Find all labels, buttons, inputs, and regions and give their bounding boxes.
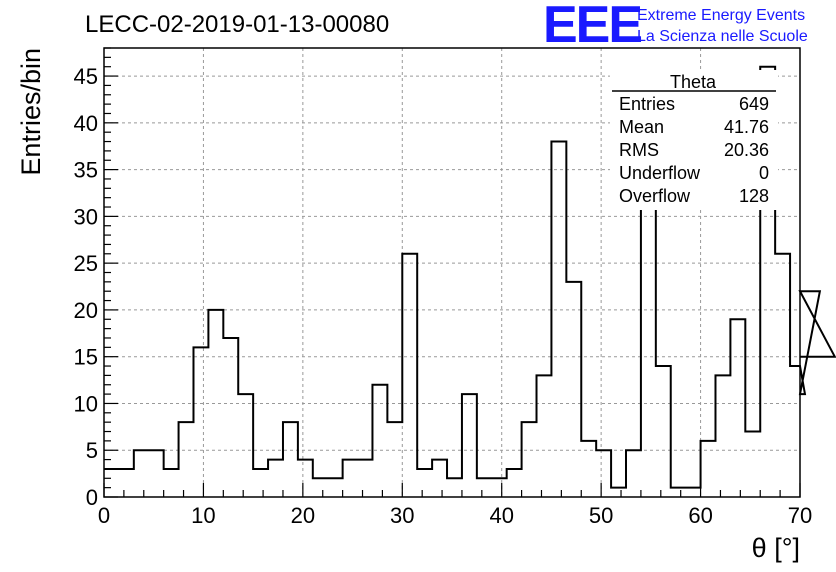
histogram-bin bbox=[730, 319, 745, 497]
histogram-bin bbox=[119, 469, 134, 497]
histogram-bin bbox=[268, 460, 283, 497]
stats-box-background bbox=[610, 70, 778, 210]
histogram-bin bbox=[581, 441, 596, 497]
histogram-bin bbox=[611, 488, 626, 497]
y-axis-label: Entries/bin bbox=[16, 48, 46, 176]
histogram-bin bbox=[522, 422, 537, 497]
histogram-bin bbox=[492, 478, 507, 497]
y-tick-label: 10 bbox=[74, 391, 98, 416]
y-tick-label: 40 bbox=[74, 111, 98, 136]
stats-label: RMS bbox=[619, 140, 659, 160]
histogram-bin bbox=[134, 450, 149, 497]
histogram-outline bbox=[104, 65, 836, 489]
x-tick-label: 30 bbox=[390, 503, 414, 528]
x-tick-label: 10 bbox=[191, 503, 215, 528]
y-tick-label: 25 bbox=[74, 251, 98, 276]
logo-line-2: La Scienza nelle Scuole bbox=[637, 28, 808, 45]
histogram-bin bbox=[447, 478, 462, 497]
x-axis-label: θ [°] bbox=[752, 533, 800, 563]
y-tick-label: 15 bbox=[74, 345, 98, 370]
stats-value: 649 bbox=[739, 94, 769, 114]
logo-mark: EEE bbox=[543, 0, 641, 54]
histogram-bin bbox=[686, 488, 701, 497]
histogram-bin bbox=[417, 469, 432, 497]
stats-value: 128 bbox=[739, 186, 769, 206]
stats-value: 41.76 bbox=[724, 117, 769, 137]
histogram-bin bbox=[238, 394, 253, 497]
x-tick-label: 70 bbox=[788, 503, 812, 528]
chart-title: LECC-02-2019-01-13-00080 bbox=[85, 11, 389, 38]
histogram-bin bbox=[566, 282, 581, 497]
y-tick-label: 30 bbox=[74, 204, 98, 229]
x-tick-label: 50 bbox=[589, 503, 613, 528]
stats-label: Mean bbox=[619, 117, 664, 137]
histogram-bin bbox=[745, 432, 760, 497]
histogram-bin bbox=[432, 460, 447, 497]
histogram-bin bbox=[358, 460, 373, 497]
histogram-bin bbox=[164, 469, 179, 497]
histogram-bin bbox=[790, 366, 800, 497]
stats-rows: Entries 649 Mean 41.76 RMS 20.36 Underflow 0 Ove… bbox=[619, 94, 769, 206]
histogram-bin bbox=[253, 469, 268, 497]
histogram-bin bbox=[208, 310, 223, 497]
y-tick-label: 0 bbox=[86, 485, 98, 510]
histogram-bin bbox=[507, 469, 522, 497]
histogram-bin bbox=[298, 460, 313, 497]
histogram-bin bbox=[626, 450, 641, 497]
histogram-bin bbox=[551, 142, 566, 497]
x-tick-label: 60 bbox=[688, 503, 712, 528]
histogram-bin bbox=[313, 478, 328, 497]
histogram-bin bbox=[701, 441, 716, 497]
histogram-bin bbox=[149, 450, 164, 497]
histogram-bin bbox=[656, 366, 671, 497]
y-tick-label: 20 bbox=[74, 298, 98, 323]
x-tick-label: 20 bbox=[291, 503, 315, 528]
stats-label: Overflow bbox=[619, 186, 691, 206]
histogram-bin bbox=[283, 422, 298, 497]
histogram-bin bbox=[671, 488, 686, 497]
stats-value: 20.36 bbox=[724, 140, 769, 160]
x-tick-label: 40 bbox=[489, 503, 513, 528]
y-tick-label: 35 bbox=[74, 158, 98, 183]
stats-title: Theta bbox=[670, 72, 717, 92]
stats-box: Theta Entries 649 Mean 41.76 RMS 20.36 Underfl… bbox=[610, 70, 778, 210]
histogram-bin bbox=[343, 460, 358, 497]
histogram-bin bbox=[372, 385, 387, 497]
logo-line-1: Extreme Energy Events bbox=[637, 7, 805, 24]
histogram-bin bbox=[104, 469, 119, 497]
stats-value: 0 bbox=[759, 163, 769, 183]
y-tick-label: 5 bbox=[86, 438, 98, 463]
histogram-bin bbox=[715, 375, 730, 497]
stats-label: Entries bbox=[619, 94, 675, 114]
eee-logo: EEE Extreme Energy Events La Scienza nel… bbox=[543, 0, 808, 54]
histogram-bin bbox=[193, 347, 208, 497]
histogram-bin bbox=[328, 478, 343, 497]
histogram-bin bbox=[402, 254, 417, 497]
histogram-bin bbox=[179, 422, 194, 497]
histogram-bin bbox=[537, 375, 552, 497]
histogram-bin bbox=[775, 254, 790, 497]
stats-label: Underflow bbox=[619, 163, 701, 183]
x-tick-label: 0 bbox=[98, 503, 110, 528]
y-tick-label: 45 bbox=[74, 64, 98, 89]
histogram-bin bbox=[641, 198, 656, 497]
histogram-bin bbox=[462, 394, 477, 497]
histogram-bin bbox=[387, 422, 402, 497]
histogram-layer bbox=[104, 65, 836, 497]
histogram-bin bbox=[223, 338, 238, 497]
histogram-bin bbox=[477, 478, 492, 497]
histogram-bin bbox=[596, 450, 611, 497]
tick-layer: 0 10 20 30 40 50 60 70 0 5 10 15 20 25 30 35 40 45 bbox=[74, 47, 812, 528]
